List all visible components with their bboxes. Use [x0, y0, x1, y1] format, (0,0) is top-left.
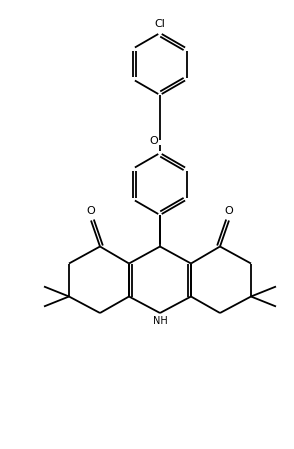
Text: O: O [225, 207, 233, 216]
Text: Cl: Cl [155, 19, 166, 29]
Text: O: O [87, 207, 95, 216]
Text: NH: NH [153, 316, 167, 326]
Text: O: O [149, 136, 158, 146]
